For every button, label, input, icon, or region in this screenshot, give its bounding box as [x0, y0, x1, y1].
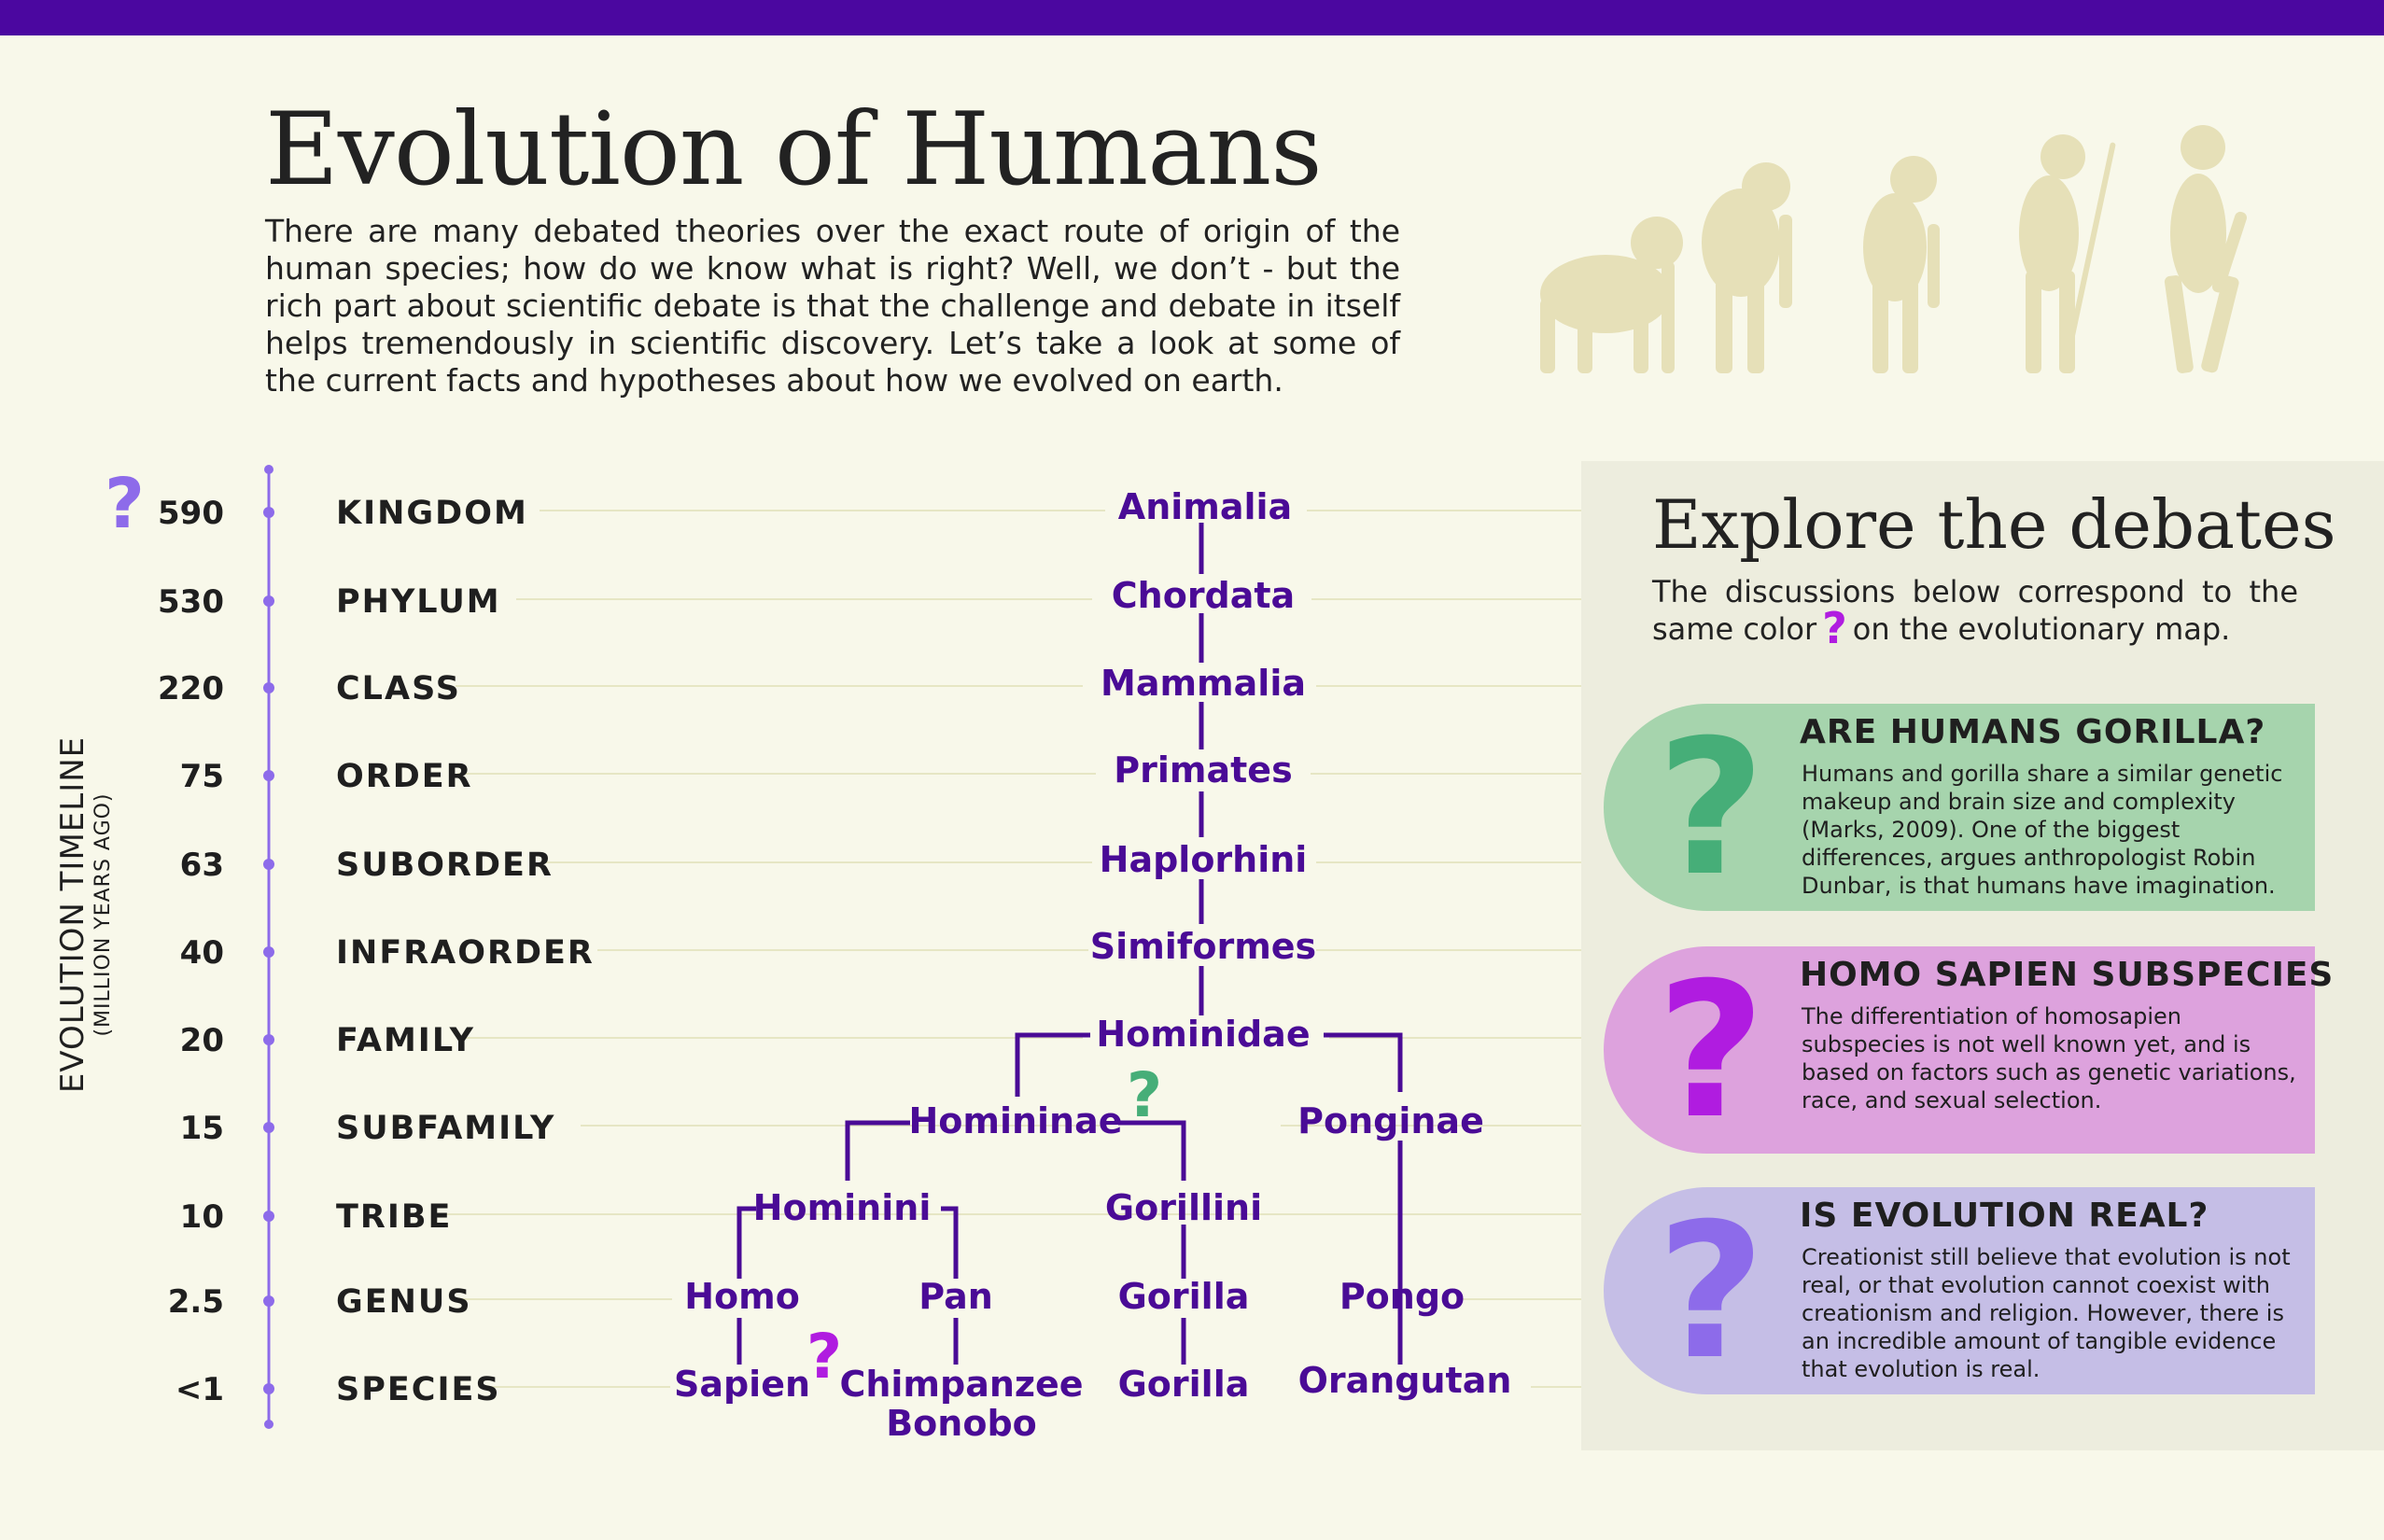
- timeline-value: 20: [180, 1022, 224, 1059]
- debates-subtitle-before: The discussions below correspond to the …: [1652, 574, 2298, 647]
- timeline-dot: [263, 1122, 274, 1133]
- taxon-pan: Pan: [919, 1276, 993, 1317]
- taxon-gorillini: Gorillini: [1105, 1187, 1262, 1228]
- taxonomic-rank-label: GENUS: [336, 1283, 472, 1321]
- taxon-pongo: Pongo: [1339, 1276, 1465, 1317]
- debate-card-gorilla[interactable]: ? ARE HUMANS GORILLA? Humans and gorilla…: [1604, 704, 2315, 911]
- taxon-bonobo: Bonobo: [886, 1403, 1037, 1444]
- question-mark-icon: ?: [1822, 603, 1847, 653]
- taxon-primates: Primates: [1114, 749, 1292, 791]
- timeline-dot: [263, 1295, 274, 1307]
- taxonomic-rank-label: KINGDOM: [336, 495, 528, 532]
- timeline-dot: [263, 1211, 274, 1222]
- taxonomic-rank-label: CLASS: [336, 670, 461, 707]
- taxonomic-rank-label: PHYLUM: [336, 583, 501, 621]
- taxonomic-rank-label: SUBFAMILY: [336, 1110, 555, 1147]
- taxon-orangutan: Orangutan: [1298, 1360, 1512, 1401]
- magenta-question-marker-icon: ?: [806, 1321, 842, 1393]
- violet-question-marker-icon: ?: [105, 464, 145, 544]
- taxonomic-rank-label: SPECIES: [336, 1371, 501, 1408]
- timeline-dot: [263, 507, 274, 518]
- card-body: The differentiation of homosapien subspe…: [1802, 1003, 2296, 1113]
- taxon-animalia: Animalia: [1118, 486, 1292, 527]
- card-heading: HOMO SAPIEN SUBSPECIES: [1800, 956, 2335, 994]
- taxonomic-rank-label: FAMILY: [336, 1022, 475, 1059]
- timeline-value: 10: [180, 1198, 224, 1236]
- timeline-end-dot: [264, 1420, 273, 1429]
- taxon-hominidae: Hominidae: [1096, 1014, 1310, 1055]
- timeline-dot: [263, 1383, 274, 1394]
- taxon-simiformes: Simiformes: [1090, 926, 1316, 967]
- evolution-tree: 590 KINGDOM 530 PHYLUM 220 CLASS 75 ORDER 63 SUBO…: [158, 465, 1581, 1444]
- debates-subtitle-after: on the evolutionary map.: [1852, 611, 2231, 647]
- taxon-gorilla-genus: Gorilla: [1118, 1276, 1250, 1317]
- debate-card-subspecies[interactable]: ? HOMO SAPIEN SUBSPECIES The differentia…: [1604, 943, 2333, 1160]
- taxa-labels: Animalia Chordata Mammalia Primates Hapl…: [674, 486, 1511, 1444]
- green-question-icon: ?: [1656, 700, 1765, 917]
- tree-connectors: [736, 523, 1403, 1365]
- timeline-dot: [263, 770, 274, 781]
- timeline-value: 220: [158, 670, 224, 707]
- timeline-dot: [263, 682, 274, 693]
- taxonomic-rank-label: ORDER: [336, 758, 473, 795]
- magenta-question-icon: ?: [1656, 943, 1765, 1160]
- taxonomic-rank-label: TRIBE: [336, 1198, 452, 1236]
- green-question-marker-icon: ?: [1127, 1059, 1162, 1131]
- debate-card-evolution[interactable]: ? IS EVOLUTION REAL? Creationist still b…: [1604, 1187, 2315, 1394]
- card-heading: ARE HUMANS GORILLA?: [1800, 713, 2266, 751]
- taxonomic-rank-label: INFRAORDER: [336, 934, 595, 972]
- timeline-value: <1: [175, 1371, 224, 1408]
- taxon-haplorhini: Haplorhini: [1100, 839, 1308, 880]
- timeline-dot: [263, 595, 274, 607]
- timeline-value: 75: [180, 758, 224, 795]
- timeline-value: 590: [158, 495, 224, 532]
- taxon-chimpanzee: Chimpanzee: [839, 1364, 1083, 1405]
- top-bar: [0, 0, 2384, 35]
- card-heading: IS EVOLUTION REAL?: [1800, 1197, 2209, 1235]
- violet-question-icon: ?: [1656, 1183, 1765, 1401]
- timeline-dot: [263, 946, 274, 958]
- timeline-value: 2.5: [168, 1283, 224, 1321]
- page-title: Evolution of Humans: [265, 91, 1323, 208]
- intro-paragraph: There are many debated theories over the…: [265, 213, 1400, 399]
- debates-subtitle: The discussions below correspond to the …: [1652, 573, 2298, 653]
- taxon-hominini: Hominini: [753, 1187, 932, 1228]
- taxon-mammalia: Mammalia: [1101, 663, 1306, 704]
- timeline-end-dot: [264, 465, 273, 474]
- card-body: Creationist still believe that evolution…: [1802, 1244, 2291, 1382]
- timeline-dot: [263, 1034, 274, 1045]
- timeline-dot: [263, 859, 274, 870]
- timeline-value: 40: [180, 934, 224, 972]
- taxon-homininae: Homininae: [908, 1100, 1122, 1141]
- timeline-value: 15: [180, 1110, 224, 1147]
- timeline-value: 63: [180, 847, 224, 884]
- taxon-gorilla-species: Gorilla: [1118, 1364, 1250, 1405]
- taxon-sapien: Sapien: [674, 1364, 810, 1405]
- taxon-ponginae: Ponginae: [1297, 1100, 1484, 1141]
- taxon-chordata: Chordata: [1112, 575, 1295, 616]
- timeline-value: 530: [158, 583, 224, 621]
- timeline-rows: 590 KINGDOM 530 PHYLUM 220 CLASS 75 ORDER 63 SUBO…: [158, 495, 595, 1408]
- evolution-silhouettes-icon: [1540, 125, 2248, 373]
- taxonomic-rank-label: SUBORDER: [336, 847, 554, 884]
- taxon-homo: Homo: [684, 1276, 800, 1317]
- debates-title: Explore the debates: [1652, 485, 2336, 564]
- row-guidelines: [446, 510, 1581, 1388]
- card-body: Humans and gorilla share a similar genet…: [1802, 761, 2283, 899]
